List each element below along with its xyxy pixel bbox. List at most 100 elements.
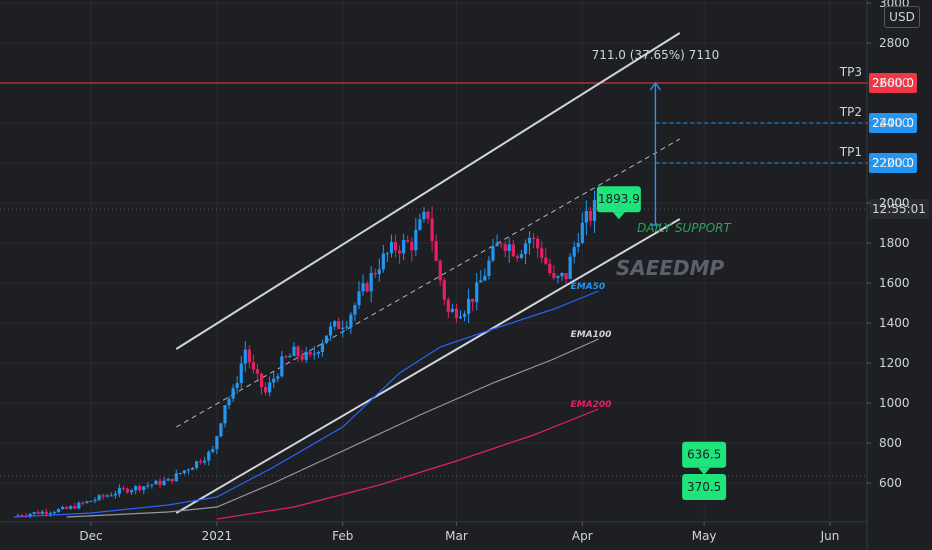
candle: [345, 321, 349, 331]
candle-body: [483, 275, 487, 281]
candle-body: [272, 378, 276, 383]
candle: [426, 210, 430, 224]
candle: [203, 456, 207, 465]
price-channel: [175, 32, 681, 514]
candle: [560, 272, 564, 281]
candle: [328, 322, 333, 341]
candle-body: [268, 382, 272, 393]
candle-body: [357, 291, 361, 306]
candle-body: [239, 363, 243, 384]
candle: [280, 350, 284, 378]
callout-label: 370.5: [687, 480, 721, 494]
candle-body: [316, 351, 320, 354]
candle-body: [381, 253, 385, 270]
candle: [105, 493, 109, 498]
callout-pointer: [698, 467, 711, 475]
candle: [511, 239, 515, 258]
candle-body: [385, 253, 390, 255]
candle-body: [130, 490, 134, 493]
candle: [60, 505, 65, 510]
time-tick-label: Mar: [445, 529, 468, 543]
candle: [385, 251, 390, 263]
candle-body: [446, 299, 450, 312]
candle: [304, 346, 308, 364]
candle: [503, 240, 507, 258]
ema-label-ema200: EMA200: [571, 400, 612, 410]
price-tick-label: 2000: [879, 196, 910, 210]
candle: [369, 266, 373, 303]
candle: [568, 252, 572, 280]
candle-body: [292, 346, 296, 356]
candle: [337, 317, 341, 330]
candle: [483, 268, 487, 282]
time-tick-label: Apr: [572, 529, 593, 543]
candle-body: [69, 506, 73, 509]
candle: [178, 472, 182, 475]
candle: [592, 190, 597, 233]
candle-body: [32, 512, 36, 514]
candle-body: [519, 254, 524, 259]
candle: [414, 217, 418, 257]
candle-body: [231, 388, 235, 399]
candle: [442, 277, 446, 306]
price-tick-label: 2600: [879, 76, 910, 90]
candle: [515, 254, 519, 263]
candle-body: [73, 506, 77, 509]
candle-body: [511, 244, 515, 257]
candle: [194, 460, 199, 470]
candle: [312, 345, 316, 360]
candle-body: [418, 219, 422, 230]
candle: [471, 298, 475, 312]
candle: [393, 234, 398, 258]
price-tick-label: 1200: [879, 356, 910, 370]
candle: [89, 500, 93, 502]
candle: [170, 478, 174, 484]
candle: [130, 488, 134, 496]
channel-lower-line: [175, 218, 681, 514]
candle-body: [182, 470, 186, 474]
candle: [410, 237, 414, 262]
candle: [324, 335, 329, 344]
candle: [146, 481, 150, 489]
price-callout: 370.5: [682, 474, 727, 500]
level-price-tag: [869, 113, 917, 133]
candle-body: [219, 423, 223, 437]
price-tick-label: 1600: [879, 276, 910, 290]
level-price-label: 2600.0: [872, 76, 914, 90]
level-label-tp3: TP3: [839, 65, 862, 79]
candle-body: [312, 353, 316, 355]
measure-arrowhead: [649, 81, 661, 91]
price-tick-label: 2400: [879, 116, 910, 130]
ema-line-ema50: [13, 290, 599, 518]
level-price-label: 2200.0: [872, 156, 914, 170]
candle-body: [568, 256, 572, 279]
level-price-tag: [869, 153, 917, 173]
currency-badge[interactable]: USD: [884, 6, 920, 28]
candle: [272, 371, 276, 389]
candle-body: [28, 513, 32, 517]
candle: [572, 241, 576, 264]
candle-body: [48, 512, 52, 514]
candle-body: [426, 211, 430, 219]
candle-body: [592, 200, 597, 221]
candle-body: [320, 343, 325, 352]
candle-body: [442, 280, 446, 300]
candle: [499, 241, 503, 249]
candle: [32, 511, 36, 516]
candle-body: [117, 488, 122, 494]
candle: [288, 353, 292, 358]
candle: [150, 484, 154, 489]
price-tick-label: 3000: [879, 0, 910, 10]
candle-body: [410, 241, 414, 251]
candle: [158, 477, 162, 488]
callout-box: [596, 186, 641, 213]
candle-body: [186, 469, 191, 471]
candle: [174, 469, 178, 482]
ema-label-ema50: EMA50: [571, 282, 606, 292]
candle-body: [276, 376, 280, 379]
candle-body: [170, 478, 174, 482]
candle-body: [215, 436, 219, 450]
candle: [284, 354, 288, 359]
candle-body: [471, 298, 475, 303]
